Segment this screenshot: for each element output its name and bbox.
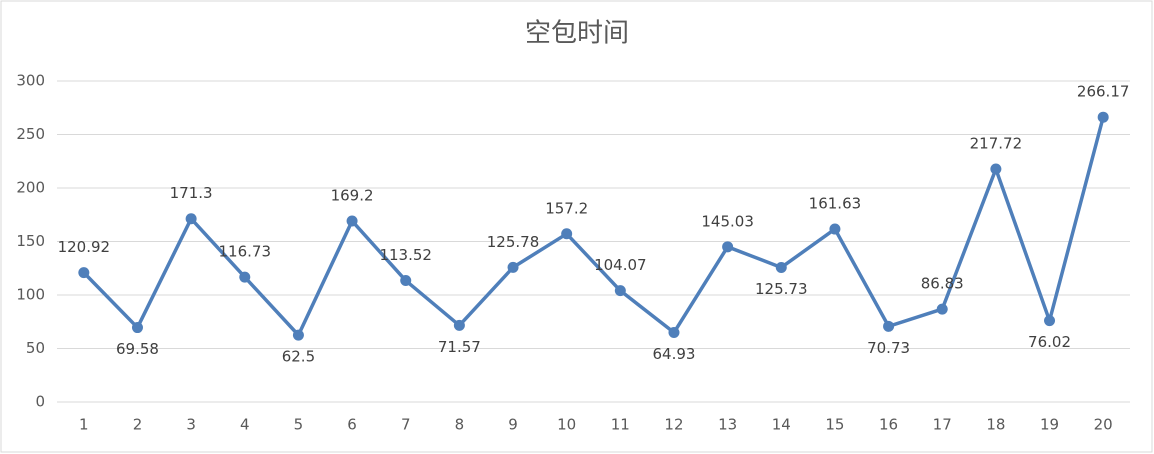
data-point [1097,111,1109,123]
data-point [453,319,465,331]
x-tick-label: 18 [986,416,1005,434]
data-label: 70.73 [867,339,910,357]
y-tick-label: 300 [16,72,45,90]
x-tick-label: 2 [133,416,143,434]
data-point [1044,315,1056,327]
data-label: 161.63 [809,195,862,213]
y-tick-label: 0 [35,393,45,411]
data-label: 125.73 [755,280,808,298]
data-label: 62.5 [282,348,315,366]
data-point [131,322,143,334]
data-point [990,163,1002,175]
data-label: 113.52 [379,246,432,264]
data-label: 120.92 [58,238,111,256]
data-label: 125.78 [487,233,540,251]
data-point [185,213,197,225]
data-point [292,329,304,341]
x-tick-label: 3 [186,416,196,434]
data-point [829,223,841,235]
y-tick-label: 250 [16,125,45,143]
data-label: 116.73 [219,243,272,261]
x-tick-label: 13 [718,416,737,434]
data-label: 169.2 [331,186,374,204]
data-point [400,275,412,287]
y-tick-label: 150 [16,232,45,250]
data-label: 145.03 [701,212,754,230]
series-line [82,116,1105,337]
data-point [507,261,519,273]
data-label: 71.57 [438,338,481,356]
data-point [668,327,680,339]
x-tick-label: 9 [508,416,518,434]
data-label: 171.3 [170,184,213,202]
data-point [775,261,787,273]
x-tick-label: 20 [1094,416,1113,434]
data-point [722,241,734,253]
data-point [561,228,573,240]
x-tick-label: 19 [1040,416,1059,434]
data-point [883,320,895,332]
x-tick-label: 4 [240,416,250,434]
x-tick-label: 8 [455,416,465,434]
data-point [78,267,90,279]
data-label: 76.02 [1028,333,1071,351]
x-tick-label: 10 [557,416,576,434]
x-tick-label: 7 [401,416,411,434]
data-label: 64.93 [652,345,695,363]
x-tick-label: 6 [347,416,357,434]
x-tick-label: 5 [294,416,304,434]
y-tick-label: 100 [16,286,45,304]
data-point [614,285,626,297]
x-tick-label: 12 [664,416,683,434]
data-label: 69.58 [116,340,159,358]
data-label: 217.72 [970,135,1023,153]
data-label: 157.2 [545,199,588,217]
x-tick-label: 15 [825,416,844,434]
x-tick-label: 17 [933,416,952,434]
y-tick-label: 200 [16,179,45,197]
chart-title: 空包时间 [525,19,629,49]
data-point [239,271,251,283]
data-label: 86.83 [921,275,964,293]
x-tick-label: 1 [79,416,89,434]
data-label: 266.17 [1077,83,1130,101]
x-tick-label: 16 [879,416,898,434]
y-tick-label: 50 [26,339,45,357]
data-point [936,303,948,315]
x-tick-label: 11 [611,416,630,434]
x-tick-label: 14 [772,416,791,434]
data-label: 104.07 [594,256,647,274]
data-point [346,215,358,227]
